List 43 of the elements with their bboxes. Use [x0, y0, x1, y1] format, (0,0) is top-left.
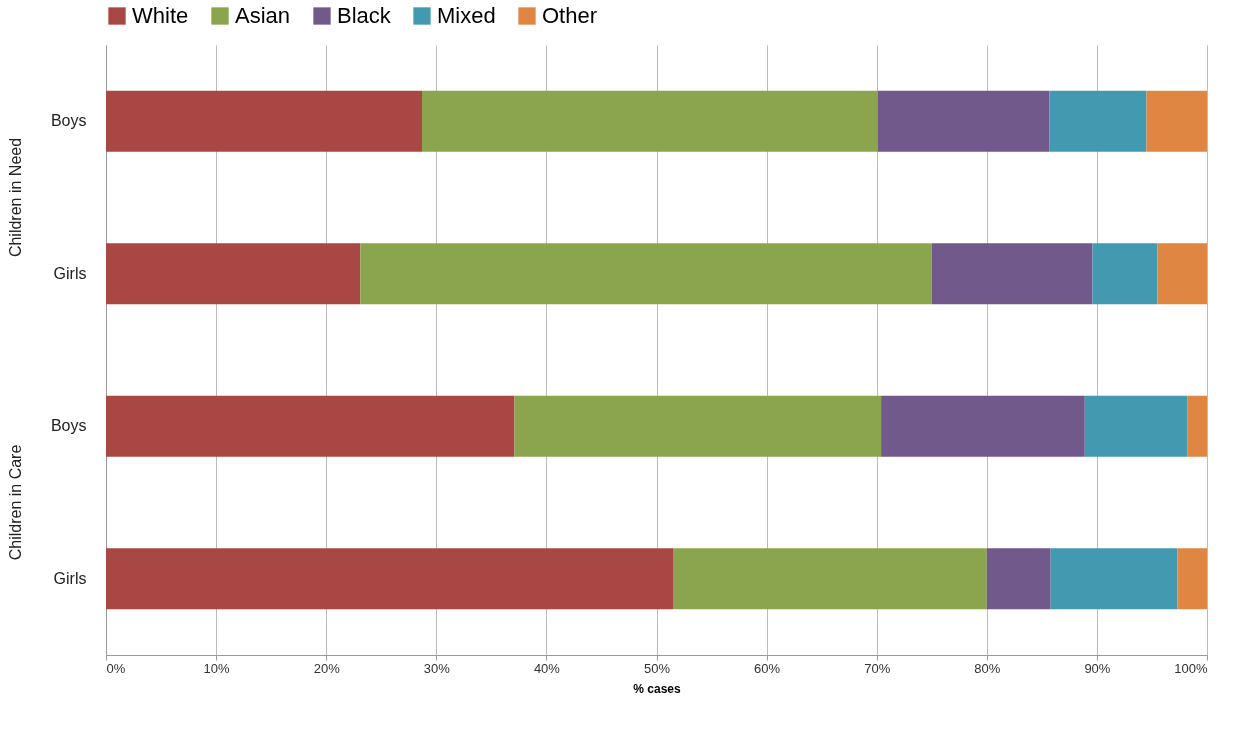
bar	[1157, 243, 1207, 305]
x-tick-label: 70%	[864, 660, 891, 676]
legend-label: Asian	[235, 3, 291, 28]
bar	[1146, 90, 1207, 152]
legend-label: Black	[337, 3, 392, 28]
legend-label: Mixed	[437, 3, 496, 28]
x-tick-label: 40%	[533, 660, 561, 676]
x-tick-label: 30%	[423, 660, 451, 676]
text: Children in Care	[7, 444, 24, 561]
bar	[877, 90, 1050, 152]
x-tick-label: 90%	[1084, 660, 1111, 676]
bar	[881, 395, 1085, 457]
bar	[1084, 395, 1188, 457]
bar	[1092, 243, 1158, 305]
y-tick-label: Girls	[53, 264, 87, 282]
x-tick-label: 80%	[974, 660, 1001, 676]
bar	[1177, 548, 1207, 610]
legend-label: White	[132, 3, 189, 28]
bar	[1050, 548, 1178, 610]
bar	[931, 243, 1093, 305]
bar	[1187, 395, 1207, 457]
x-tick-label: 50%	[643, 660, 671, 676]
bar	[106, 243, 361, 305]
bar	[673, 548, 987, 610]
x-tick-label: 20%	[313, 660, 341, 676]
y-tick-label: Boys	[50, 417, 87, 435]
x-tick-label: 0%	[106, 660, 126, 676]
x-tick-label: 100%	[1174, 660, 1208, 676]
bar	[360, 243, 932, 305]
x-axis-title: % cases	[633, 681, 682, 696]
bar	[421, 90, 878, 152]
x-tick-label: 10%	[203, 660, 231, 676]
y-tick-label: Girls	[53, 569, 87, 587]
x-tick-label: 60%	[754, 660, 781, 676]
bar	[1049, 90, 1147, 152]
bar	[106, 395, 515, 457]
bar	[106, 548, 674, 610]
text: Children in Need	[7, 137, 24, 258]
legend-label: Other	[542, 3, 598, 28]
bar	[106, 90, 422, 152]
bar	[986, 548, 1051, 610]
y-tick-label: Boys	[50, 112, 87, 130]
bar	[514, 395, 882, 457]
